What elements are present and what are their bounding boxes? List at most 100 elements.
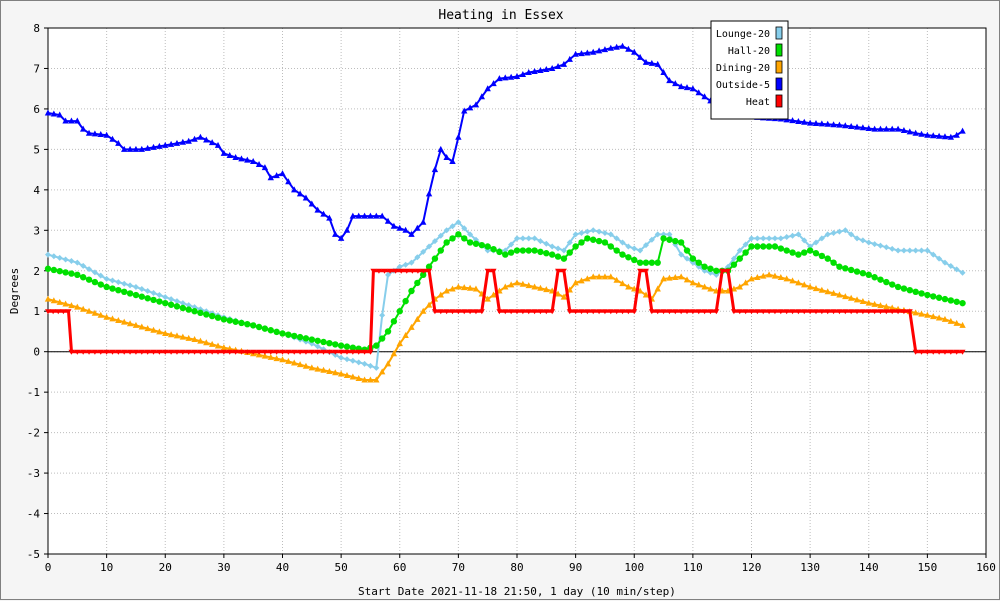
data-point: [314, 206, 321, 213]
data-point: [478, 309, 485, 315]
data-point: [203, 136, 210, 143]
data-point: [883, 303, 890, 310]
data-point: [302, 349, 309, 355]
data-point: [725, 268, 732, 274]
data-point: [824, 309, 831, 315]
data-point: [900, 127, 908, 134]
data-point: [361, 360, 368, 367]
data-point: [390, 318, 398, 325]
data-point: [877, 302, 884, 309]
data-point: [795, 279, 802, 286]
data-point: [941, 349, 948, 355]
data-point: [736, 255, 743, 262]
data-point: [449, 223, 456, 230]
data-point: [660, 275, 667, 282]
data-point: [941, 133, 949, 140]
data-point: [343, 356, 350, 363]
data-point: [387, 268, 394, 274]
data-point: [590, 227, 597, 234]
data-point: [560, 255, 568, 262]
data-point: [824, 288, 831, 295]
data-point: [132, 349, 139, 355]
data-point: [138, 349, 145, 355]
data-point: [636, 53, 644, 60]
data-point: [613, 247, 620, 254]
data-point: [455, 219, 462, 226]
data-point: [162, 349, 169, 355]
data-point: [847, 266, 855, 274]
data-point: [156, 328, 163, 335]
data-point: [590, 273, 597, 280]
data-point: [373, 342, 380, 349]
data-point: [408, 259, 415, 266]
legend-entry: Hall-20: [728, 43, 783, 57]
chart-title: Heating in Essex: [438, 8, 563, 23]
data-point: [555, 245, 562, 252]
data-point: [754, 243, 761, 250]
data-point: [889, 245, 896, 252]
data-point: [818, 309, 825, 315]
data-point: [50, 266, 58, 274]
data-point: [431, 238, 438, 245]
data-point: [941, 295, 949, 303]
data-point: [508, 241, 515, 248]
data-point: [232, 349, 239, 355]
data-point: [684, 255, 691, 262]
data-point: [238, 349, 245, 355]
data-point: [771, 272, 779, 279]
data-point: [349, 349, 356, 355]
data-point: [689, 85, 697, 92]
data-point: [619, 42, 626, 49]
data-point: [279, 349, 286, 355]
data-point: [543, 240, 550, 247]
data-point: [519, 71, 527, 78]
data-point: [261, 325, 269, 332]
data-point: [789, 232, 796, 239]
data-point: [490, 268, 497, 274]
data-point: [537, 248, 544, 256]
data-point: [754, 235, 761, 242]
data-point: [97, 311, 104, 318]
data-point: [684, 309, 691, 315]
data-point: [97, 131, 104, 138]
data-point: [185, 349, 192, 355]
data-point: [466, 284, 474, 291]
data-point: [801, 237, 808, 244]
data-point: [244, 156, 251, 163]
data-point: [484, 85, 491, 92]
data-point: [179, 304, 187, 312]
data-point: [79, 274, 87, 281]
data-point: [62, 256, 69, 263]
data-point: [531, 283, 538, 290]
data-point: [560, 293, 568, 300]
data-point: [375, 268, 382, 274]
data-point: [378, 368, 386, 375]
data-point: [103, 349, 110, 355]
y-tick-label: 8: [33, 22, 40, 35]
data-point: [373, 376, 380, 383]
data-point: [883, 309, 890, 315]
data-point: [666, 77, 673, 84]
data-point: [402, 332, 409, 339]
x-tick-label: 130: [800, 561, 820, 574]
data-point: [642, 259, 650, 266]
data-point: [531, 247, 538, 254]
data-point: [244, 349, 251, 355]
data-point: [420, 218, 427, 225]
data-point: [425, 263, 433, 270]
data-point: [191, 308, 198, 315]
data-point: [877, 276, 884, 283]
data-point: [379, 312, 386, 319]
data-point: [291, 349, 298, 355]
legend-entry: Outside-5: [716, 77, 783, 91]
data-point: [127, 282, 134, 289]
data-point: [349, 344, 357, 351]
data-point: [378, 212, 386, 219]
data-point: [168, 296, 175, 303]
data-point: [847, 294, 855, 301]
data-point: [103, 313, 110, 320]
data-point: [162, 294, 169, 301]
data-point: [162, 329, 169, 336]
data-point: [162, 141, 169, 148]
data-point: [619, 251, 626, 258]
